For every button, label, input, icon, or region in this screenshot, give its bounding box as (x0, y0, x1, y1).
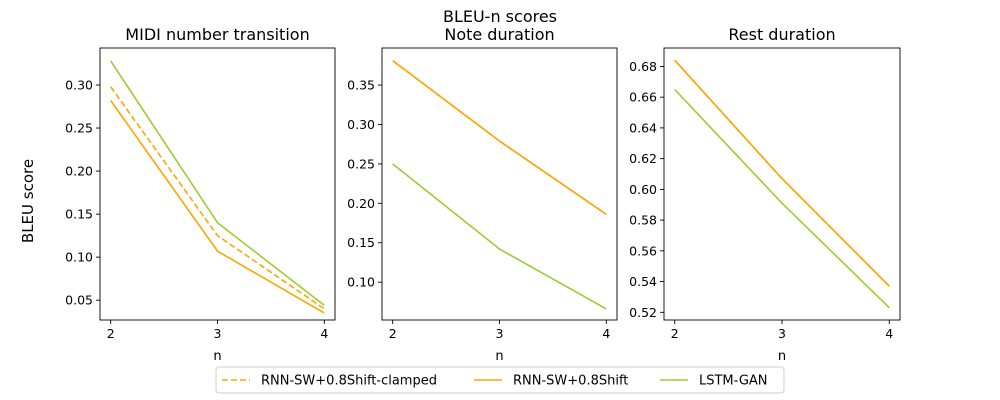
legend-label: RNN-SW+0.8Shift-clamped (261, 374, 437, 389)
x-tick-label: 2 (671, 326, 679, 341)
axes-frame (99, 47, 336, 321)
x-tick-label: 3 (496, 326, 504, 341)
x-tick-label: 2 (389, 326, 397, 341)
subplot-title: Rest duration (728, 25, 835, 44)
series-line-2 (110, 100, 325, 314)
series-line-3 (110, 60, 325, 307)
x-tick-label: 4 (320, 326, 328, 341)
y-tick-label: 0.15 (65, 207, 93, 222)
subplot-2: Note duration 2 3 4 0.10 0.15 0.20 0.25 0.30 0.35… (347, 25, 618, 364)
series-line-1 (110, 86, 325, 310)
y-tick-label: 0.10 (65, 250, 93, 265)
x-axis-label: n (778, 349, 786, 364)
x-tick-label: 3 (778, 326, 786, 341)
y-tick-label: 0.64 (629, 120, 657, 135)
subplot-title: MIDI number transition (125, 25, 309, 44)
y-tick-label: 0.25 (65, 121, 93, 136)
y-tick-label: 0.30 (347, 117, 375, 132)
series-line-3 (674, 88, 890, 309)
series-line-2 (392, 59, 607, 216)
series-line-1 (674, 59, 890, 287)
figure-ylabel: BLEU score (19, 159, 37, 243)
y-tick-label: 0.54 (629, 274, 657, 289)
y-tick-label: 0.20 (347, 196, 375, 211)
y-tick-label: 0.35 (347, 78, 375, 93)
legend: RNN-SW+0.8Shift-clamped RNN-SW+0.8Shift LS… (215, 366, 785, 394)
y-tick-label: 0.66 (629, 90, 657, 105)
x-tick-label: 4 (602, 326, 610, 341)
subplot-3: Rest duration 2 3 4 0.52 0.54 0.56 0.58 0.60 0.62… (629, 25, 901, 364)
legend-label: RNN-SW+0.8Shift (513, 374, 628, 389)
subplot-title: Note duration (444, 25, 554, 44)
y-tick-label: 0.30 (65, 78, 93, 93)
y-tick-label: 0.20 (65, 164, 93, 179)
series-line-2 (674, 59, 890, 287)
subplot-1: MIDI number transition 2 3 4 0.05 0.10 0.15 0.2… (65, 25, 336, 364)
y-tick-label: 0.60 (629, 182, 657, 197)
y-tick-label: 0.58 (629, 213, 657, 228)
axes-frame (663, 47, 901, 321)
x-tick-label: 2 (107, 326, 115, 341)
y-tick-label: 0.56 (629, 243, 657, 258)
legend-label: LSTM-GAN (699, 374, 768, 389)
y-tick-label: 0.10 (347, 275, 375, 290)
x-axis-label: n (213, 349, 221, 364)
y-tick-label: 0.68 (629, 59, 657, 74)
y-tick-label: 0.15 (347, 235, 375, 250)
series-line-1 (392, 59, 607, 216)
y-tick-label: 0.62 (629, 151, 657, 166)
y-tick-label: 0.05 (65, 293, 93, 308)
x-tick-label: 3 (214, 326, 222, 341)
x-tick-label: 4 (885, 326, 893, 341)
figure-suptitle: BLEU-n scores (443, 7, 557, 26)
series-line-3 (392, 163, 607, 310)
x-axis-label: n (495, 349, 503, 364)
y-tick-label: 0.25 (347, 156, 375, 171)
subplots: MIDI number transition 2 3 4 0.05 0.10 0.15 0.2… (65, 25, 901, 364)
y-tick-label: 0.52 (629, 305, 657, 320)
